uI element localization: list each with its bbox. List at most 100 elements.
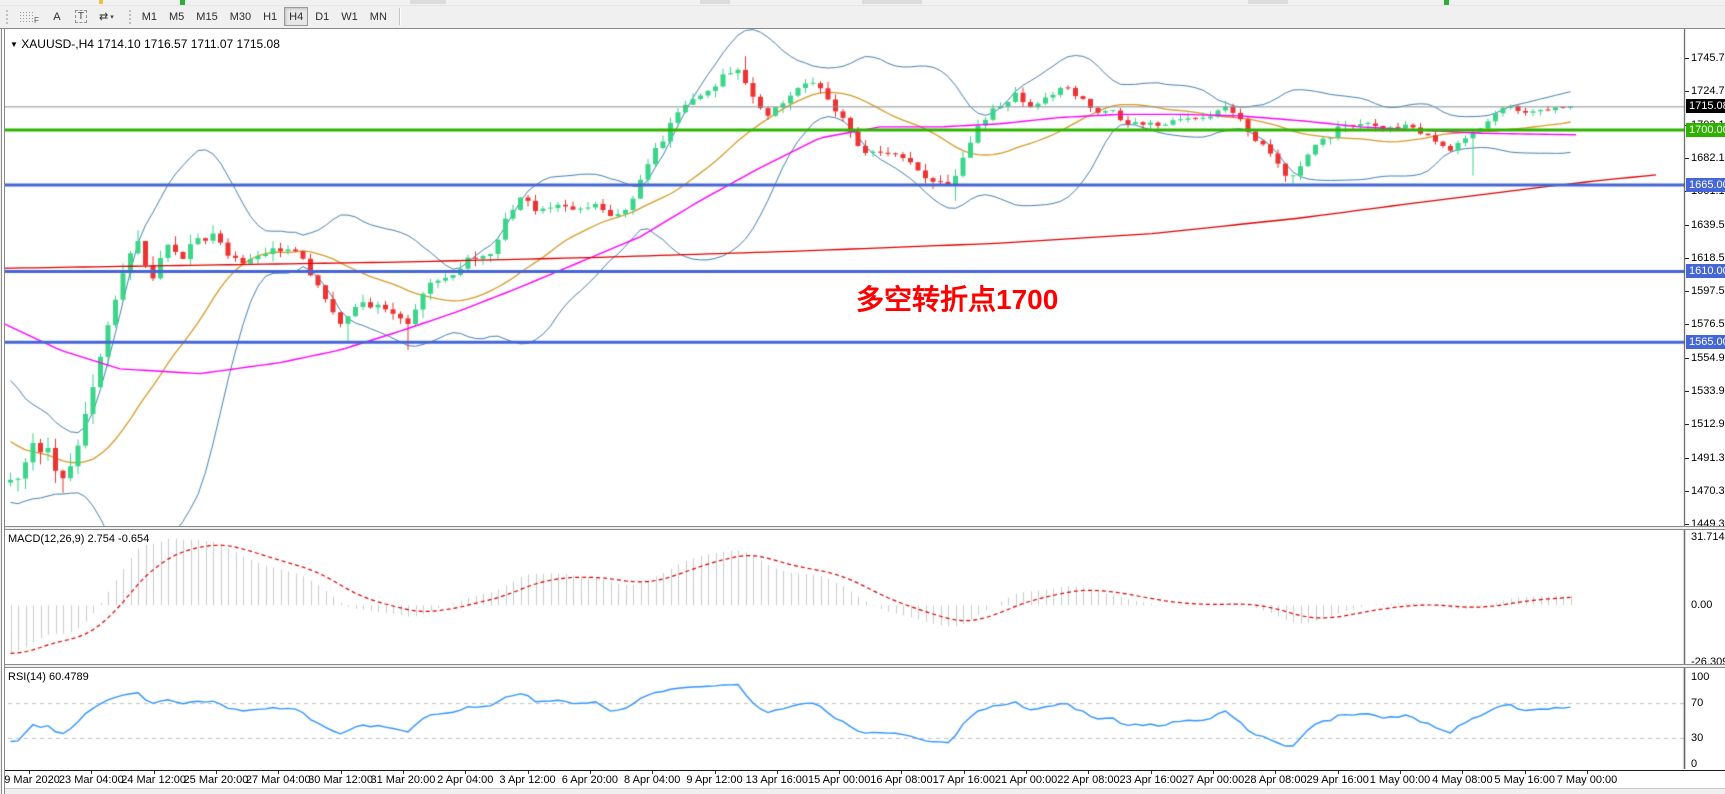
timeframe-button-m5[interactable]: M5 (164, 7, 189, 26)
price-tick-label: 1597.50 (1691, 285, 1725, 298)
price-axis-tick (1685, 225, 1689, 226)
price-axis-tick (1685, 491, 1689, 492)
timeframe-button-m15[interactable]: M15 (191, 7, 222, 26)
text-tool-icon[interactable]: T (70, 7, 92, 26)
timeframe-button-h4[interactable]: H4 (284, 7, 309, 26)
price-axis-tick (1685, 58, 1689, 59)
time-axis-tick (964, 771, 965, 774)
toolbar-speck (1444, 0, 1449, 5)
time-axis-tick (1151, 771, 1152, 774)
timeframe-button-d1[interactable]: D1 (310, 7, 334, 26)
time-axis-label: 7 May 00:00 (1556, 774, 1618, 786)
time-axis-label: 1 May 00:00 (1369, 774, 1431, 786)
time-axis-tick (1400, 771, 1401, 774)
time-axis-tick (777, 771, 778, 774)
time-axis-label: 25 Mar 20:00 (183, 774, 249, 786)
crosshair-grid-icon[interactable]: F (14, 7, 44, 26)
price-axis-tick (1685, 458, 1689, 459)
macd-canvas[interactable] (0, 530, 1725, 664)
rsi-axis-label: 0 (1691, 758, 1698, 770)
symbol-dropdown-icon[interactable]: ▼ (10, 40, 18, 49)
time-axis-tick (1213, 771, 1214, 774)
time-axis-label: 30 Mar 12:00 (308, 774, 374, 786)
time-axis-label: 5 May 16:00 (1494, 774, 1555, 786)
time-axis-tick (839, 771, 840, 774)
chart-symbol-title: ▼ XAUUSD-,H4 1714.10 1716.57 1711.07 171… (10, 37, 280, 51)
time-axis-tick (1587, 771, 1588, 774)
symbol-ohlc-text: XAUUSD-,H4 1714.10 1716.57 1711.07 1715.… (21, 37, 280, 51)
time-axis-label: 28 Apr 08:00 (1244, 774, 1307, 786)
time-axis-tick (1462, 771, 1463, 774)
price-axis-tick (1685, 524, 1689, 525)
time-axis-tick (465, 771, 466, 774)
time-axis-tick (278, 771, 279, 774)
rsi-canvas[interactable] (0, 668, 1725, 769)
toolbar-drag-handle[interactable] (127, 8, 133, 25)
price-level-box: 1700.00 (1686, 123, 1725, 138)
rsi-label: RSI(14) 60.4789 (8, 671, 89, 683)
time-axis-label: 22 Apr 08:00 (1057, 774, 1120, 786)
rsi-axis-label: 100 (1691, 671, 1710, 683)
time-axis-tick (29, 771, 30, 774)
time-axis-label: 4 May 08:00 (1432, 774, 1493, 786)
price-level-box: 1665.00 (1686, 178, 1725, 193)
price-level-box: 1565.00 (1686, 335, 1725, 350)
upper-toolbar-edge (0, 0, 1725, 6)
arrows-glyph: ⇄ (99, 11, 109, 23)
price-chart-canvas[interactable] (0, 29, 1725, 526)
price-axis-tick (1685, 424, 1689, 425)
price-axis-tick (1685, 291, 1689, 292)
time-axis[interactable]: 19 Mar 2020 23 Mar 04:00 24 Mar 12:00 25 Ma… (0, 770, 1725, 788)
price-tick-label: 1470.30 (1691, 485, 1725, 497)
timeframe-button-h1[interactable]: H1 (258, 7, 282, 26)
current-price-box: 1715.08 (1686, 99, 1725, 114)
panel-splitter[interactable] (0, 664, 1725, 668)
toolbar-speck (99, 0, 103, 4)
window-left-frame (0, 29, 5, 794)
time-axis-label: 19 Mar 2020 (0, 774, 60, 786)
price-tick-label: 1682.10 (1691, 152, 1725, 165)
time-axis-tick (528, 771, 529, 774)
time-axis-tick (91, 771, 92, 774)
timeframe-button-m30[interactable]: M30 (225, 7, 256, 26)
time-axis-label: 31 Mar 20:00 (370, 774, 436, 786)
time-axis-tick (1275, 771, 1276, 774)
price-axis-tick (1685, 324, 1689, 325)
time-axis-tick (1525, 771, 1526, 774)
time-axis-label: 29 Apr 16:00 (1306, 774, 1369, 786)
macd-axis-label: 31.714 (1691, 530, 1725, 543)
timeframe-button-w1[interactable]: W1 (336, 7, 363, 26)
timeframe-button-mn[interactable]: MN (365, 7, 392, 26)
time-axis-tick (715, 771, 716, 774)
toolbar-drag-handle[interactable] (5, 8, 10, 25)
time-axis-tick (154, 771, 155, 774)
time-axis-label: 24 Mar 12:00 (121, 774, 187, 786)
toolbar-speck (700, 0, 730, 4)
time-axis-tick (341, 771, 342, 774)
rsi-axis-label: 30 (1691, 731, 1704, 744)
time-axis-label: 3 Apr 12:00 (499, 774, 556, 786)
time-axis-tick (1338, 771, 1339, 774)
a-label: A (53, 10, 61, 23)
indicator-arrows-icon[interactable]: ⇄ ▾ (94, 7, 119, 26)
price-tick-label: 1491.30 (1691, 452, 1725, 464)
price-tick-label: 1554.90 (1691, 352, 1725, 365)
toolbar-speck (1248, 0, 1288, 4)
timeframe-button-m1[interactable]: M1 (137, 7, 162, 26)
price-tick-label: 1618.50 (1691, 252, 1725, 265)
caret-down-icon: ▾ (110, 13, 114, 21)
price-annotation-text[interactable]: 多空转折点1700 (856, 284, 1059, 315)
annotate-a-icon[interactable]: A (46, 7, 68, 26)
price-axis-tick (1685, 358, 1689, 359)
toolbar-speck (410, 0, 446, 4)
time-axis-tick (1088, 771, 1089, 774)
toolbar-speck (862, 0, 922, 4)
price-axis-tick (1685, 258, 1689, 259)
panel-splitter[interactable] (0, 526, 1725, 530)
time-axis-label: 17 Apr 16:00 (932, 774, 995, 786)
time-axis-label: 16 Apr 08:00 (870, 774, 933, 786)
time-axis-tick (403, 771, 404, 774)
price-tick-label: 1745.70 (1691, 52, 1725, 65)
horizontal-scrollbar[interactable] (0, 788, 1725, 794)
